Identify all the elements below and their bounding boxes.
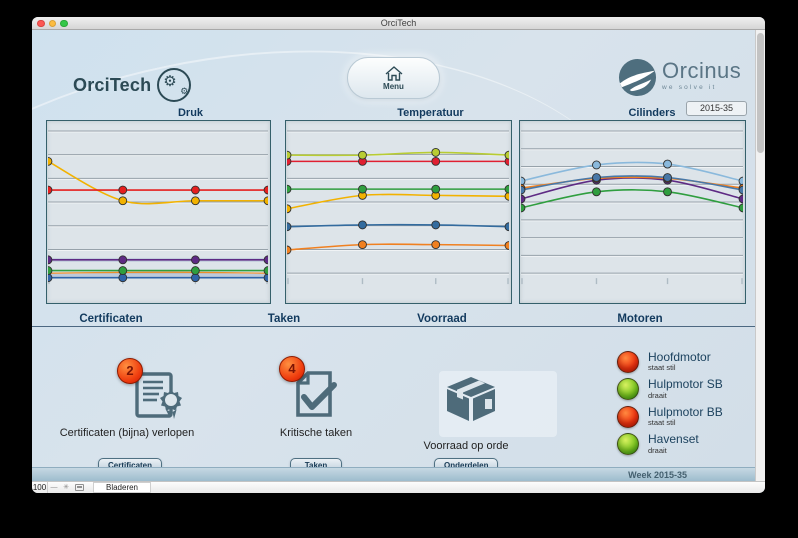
motor-status: staat stil [648, 363, 676, 373]
chart-title-temperatuur: Temperatuur [397, 107, 464, 119]
window-title: OrciTech [380, 18, 417, 28]
orca-wave-icon [618, 58, 657, 97]
section-label-taken: Taken [267, 313, 301, 325]
motor-status: draait [648, 390, 667, 400]
chart-temperatuur[interactable] [285, 120, 512, 304]
section-label-motoren: Motoren [617, 313, 663, 325]
section-label-voorraad: Voorraad [417, 313, 467, 325]
certificates-message: Certificaten (bijna) verlopen [59, 427, 195, 439]
zoom-in-icon[interactable]: ✳ [63, 484, 69, 491]
motor-name: Hulpmotor BB [648, 404, 723, 419]
brand-name: Orcinus [662, 58, 742, 83]
app-logo: OrciTech ⚙ ⚙ [73, 68, 192, 102]
certificates-button[interactable]: Certificaten [98, 458, 163, 467]
brand-tagline: we solve it [662, 84, 717, 91]
motor-row: Havenset draait [617, 433, 723, 456]
zoom-level[interactable]: 100 [32, 481, 48, 493]
home-icon [385, 65, 402, 81]
motor-name: Hoofdmotor [648, 349, 711, 364]
stock-message: Voorraad op orde [423, 440, 509, 452]
status-bar: 100 — ✳ Bladeren [32, 481, 765, 493]
motor-name: Hulpmotor SB [648, 377, 723, 392]
motor-status-light [617, 350, 639, 373]
tasks-button[interactable]: Taken [290, 458, 342, 467]
toolbar-toggle-icon[interactable] [75, 484, 84, 491]
motor-status-light [617, 433, 639, 455]
vertical-scrollbar[interactable] [755, 30, 765, 481]
chart-druk[interactable] [46, 120, 271, 304]
tasks-message: Kritische taken [279, 427, 353, 439]
zoom-out-icon[interactable]: — [50, 484, 58, 491]
scrollbar-thumb[interactable] [757, 33, 764, 153]
section-divider [32, 326, 755, 327]
menu-button-label: Menu [383, 81, 404, 91]
tasks-count-badge: 4 [279, 356, 305, 382]
box-icon [447, 377, 495, 421]
week-label: Week 2015-35 [628, 470, 687, 480]
motor-status-list: Hoofdmotor staat stil Hulpmotor SB draai… [617, 350, 723, 456]
dashboard: OrciTech ⚙ ⚙ Menu Orcinus we solve it 201… [32, 30, 765, 467]
section-label-certificaten: Certificaten [79, 313, 143, 325]
chart-title-druk: Druk [177, 107, 204, 119]
task-check-icon [296, 371, 337, 417]
week-number-field[interactable]: 2015-35 [686, 101, 747, 116]
app-logo-text: OrciTech [73, 74, 152, 95]
certificates-count-badge: 2 [117, 358, 143, 384]
head-gears-icon: ⚙ ⚙ [157, 68, 192, 102]
motor-status-light [617, 378, 639, 400]
certificate-icon [135, 372, 182, 419]
chart-cilinders[interactable] [519, 120, 746, 304]
motor-status: staat stil [648, 418, 676, 428]
title-bar[interactable]: OrciTech [32, 17, 765, 30]
motor-status-light [617, 405, 639, 428]
chart-title-cilinders: Cilinders [628, 107, 676, 119]
zoom-window-button[interactable] [60, 19, 68, 27]
brand-logo: Orcinus we solve it [618, 58, 741, 97]
mode-selector[interactable]: Bladeren [93, 482, 151, 493]
motor-row: Hulpmotor BB staat stil [617, 405, 723, 428]
minimize-window-button[interactable] [48, 19, 56, 27]
parts-button[interactable]: Onderdelen [434, 458, 499, 467]
menu-button[interactable]: Menu [347, 57, 440, 99]
close-window-button[interactable] [37, 19, 45, 27]
motor-status: draait [648, 445, 667, 455]
app-window: OrciTech OrciTech ⚙ ⚙ Menu Orcinus [32, 17, 765, 493]
motor-row: Hoofdmotor staat stil [617, 350, 723, 373]
footer-strip: Week 2015-35 [32, 467, 765, 481]
motor-name: Havenset [648, 432, 699, 447]
motor-row: Hulpmotor SB draait [617, 378, 723, 401]
